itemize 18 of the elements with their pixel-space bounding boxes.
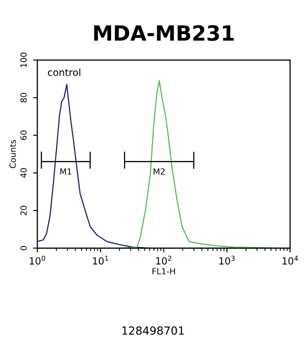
x-tick-label: 10$^{0}$	[30, 256, 46, 265]
text: 128498701	[122, 326, 184, 335]
x-tick-label: 10$^{1}$	[93, 256, 108, 265]
y-tick-label: 40	[20, 168, 27, 178]
x-tick-label: 10$^{2}$	[156, 256, 172, 265]
y-tick-label: 20	[20, 206, 27, 216]
y-tick-label: 0	[20, 246, 27, 250]
chart-title: MDA-MB231	[94, 25, 234, 41]
x-tick-label: 10$^{3}$	[219, 256, 235, 265]
y-axis-title: Counts	[10, 140, 16, 168]
x-tick-label: 10$^{4}$	[282, 256, 298, 265]
y-tick-label: 80	[20, 92, 27, 102]
series-label: M1	[60, 168, 72, 175]
y-tick-label: 60	[20, 130, 27, 140]
y-tick-label: 100	[20, 52, 27, 68]
series-label: M2	[154, 168, 165, 175]
annotation: control	[48, 68, 80, 76]
x-axis-title: FL1-H	[152, 268, 175, 274]
